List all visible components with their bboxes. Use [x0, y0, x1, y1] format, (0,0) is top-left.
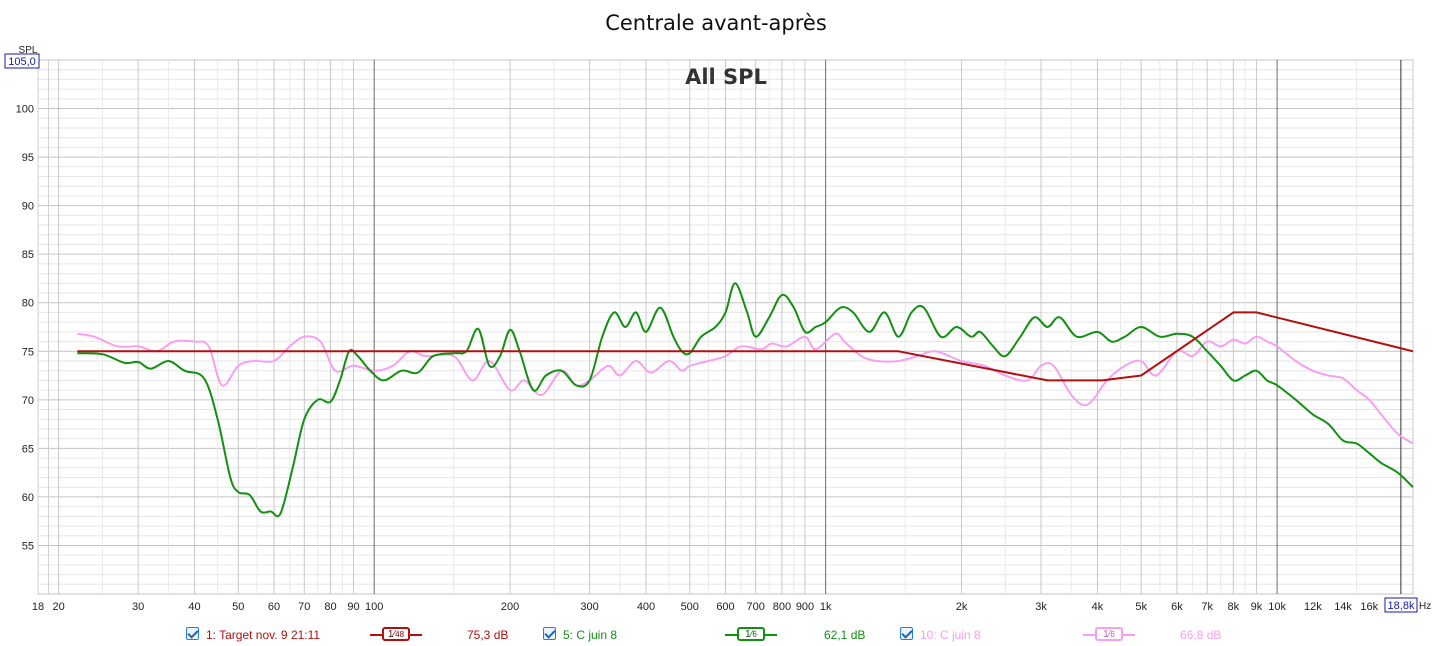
x-tick-label: 90: [347, 601, 359, 613]
x-tick-label: 3k: [1035, 601, 1047, 613]
legend-checkbox-c-juin-8-a[interactable]: [543, 627, 556, 640]
legend-label-target: 1: Target nov. 9 21:11: [206, 628, 321, 642]
x-tick-label: 16k: [1360, 601, 1378, 613]
legend-value-c-juin-8-b: 66,8 dB: [1180, 628, 1222, 642]
x-tick-label: 300: [580, 601, 598, 613]
grid: [37, 59, 1414, 595]
x-tick-label: 7k: [1201, 601, 1213, 613]
c-juin-8-green-line: [77, 282, 1414, 518]
y-tick-label: 60: [22, 492, 34, 504]
x-tick-label: 700: [747, 601, 765, 613]
axes: 55 60 65 70 75 80 85 90 95 100 18 20 30 40 50 60 70 80 90 1…: [16, 104, 1379, 613]
y-tick-label: 100: [16, 104, 34, 116]
legend-checkbox-target[interactable]: [186, 627, 199, 640]
x-tick-label: 800: [773, 601, 791, 613]
y-tick-label: 70: [22, 395, 34, 407]
x-tick-label: 200: [501, 601, 519, 613]
y-tick-label: 75: [22, 346, 34, 358]
x-tick-label: 4k: [1092, 601, 1104, 613]
x-tick-label: 900: [796, 601, 814, 613]
legend-value-target: 75,3 dB: [467, 628, 509, 642]
y-tick-label: 65: [22, 443, 34, 455]
y-tick-label: 90: [22, 201, 34, 213]
x-tick-label: 400: [637, 601, 655, 613]
x-tick-label: 18: [32, 601, 44, 613]
x-tick-label: 20: [53, 601, 65, 613]
x-tick-label: 80: [324, 601, 336, 613]
x-tick-label: 60: [268, 601, 280, 613]
smoothing-num: 1: [387, 629, 394, 640]
y-axis-label: SPL: [19, 45, 38, 56]
y-top-readout-box[interactable]: [4, 53, 40, 69]
x-tick-label: 50: [232, 601, 244, 613]
x-tick-label: 8k: [1228, 601, 1240, 613]
series-layer: [77, 282, 1414, 518]
smoothing-num: 1: [1103, 629, 1109, 640]
x-tick-label: 70: [298, 601, 310, 613]
x-tick-label: 500: [681, 601, 699, 613]
x-tick-label: 14k: [1334, 601, 1352, 613]
x-tick-label: 12k: [1304, 601, 1322, 613]
c-juin-8-pink-line: [77, 332, 1414, 445]
y-tick-label: 95: [22, 152, 34, 164]
x-tick-label: 9k: [1251, 601, 1263, 613]
x-tick-label: 5k: [1135, 601, 1147, 613]
smoothing-den: 6: [1110, 630, 1115, 639]
smoothing-den: 48: [395, 630, 405, 639]
y-top-readout[interactable]: 105,0: [8, 56, 36, 68]
x-axis-unit: Hz: [1419, 601, 1431, 612]
legend-label-c-juin-8-a: 5: C juin 8: [563, 628, 618, 642]
x-right-readout-box[interactable]: [1384, 597, 1418, 613]
x-tick-label: 600: [716, 601, 734, 613]
x-tick-label: 30: [132, 601, 144, 613]
y-tick-label: 55: [22, 540, 34, 552]
legend-label-c-juin-8-b: 10: C juin 8: [920, 628, 981, 642]
legend: 1: Target nov. 9 21:11 1⁄48 75,3 dB 5: C…: [0, 626, 1433, 644]
chart-title: Centrale avant-après: [605, 11, 827, 35]
frequency-response-chart: Centrale avant-après 55 60 65 70 75 80 85 90 95 1…: [4, 11, 1431, 613]
overlay-title: All SPL: [685, 65, 767, 89]
y-tick-label: 85: [22, 249, 34, 261]
y-tick-label: 80: [22, 298, 34, 310]
target-line: [77, 311, 1414, 382]
x-tick-label: 10k: [1268, 601, 1286, 613]
x-tick-label: 1k: [820, 601, 832, 613]
x-tick-label: 40: [188, 601, 200, 613]
x-tick-label: 100: [365, 601, 383, 613]
legend-value-c-juin-8-a: 62,1 dB: [824, 628, 866, 642]
x-tick-label: 2k: [956, 601, 968, 613]
legend-checkbox-c-juin-8-b[interactable]: [900, 627, 913, 640]
smoothing-den: 6: [752, 630, 757, 639]
x-tick-label: 6k: [1171, 601, 1183, 613]
smoothing-num: 1: [745, 629, 751, 640]
x-right-readout[interactable]: 18,8k: [1388, 600, 1415, 612]
